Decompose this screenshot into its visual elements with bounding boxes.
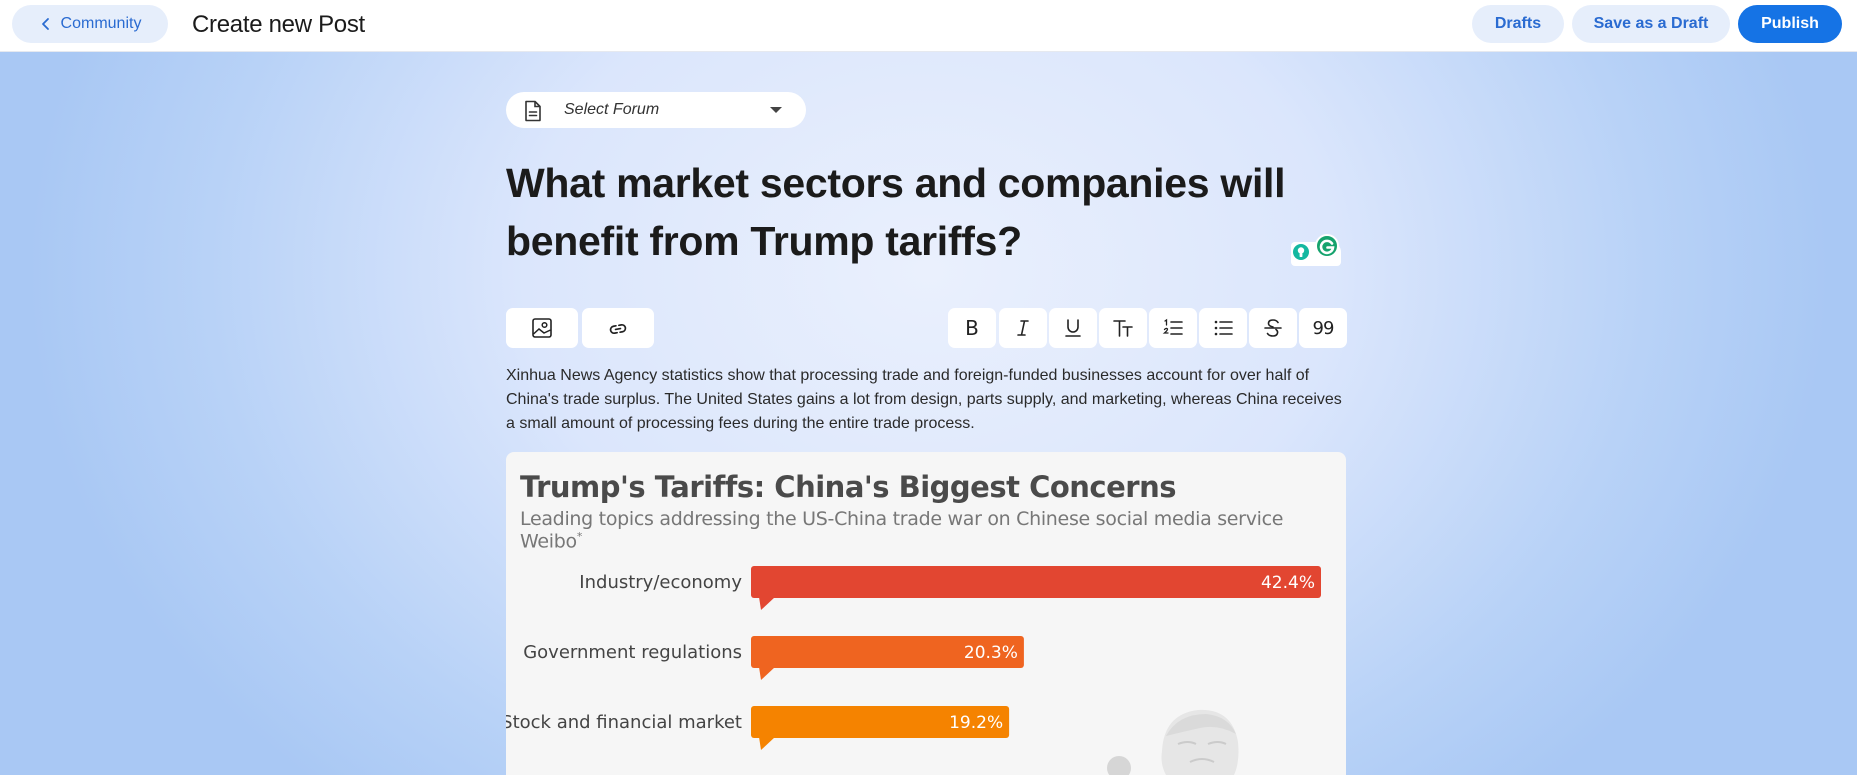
drafts-button[interactable]: Drafts [1472,5,1564,43]
ordered-list-button[interactable] [1149,308,1197,348]
chart-bar [751,636,1024,668]
chart-subtitle-footnote-mark: * [576,530,583,543]
bold-button[interactable]: B [948,308,996,348]
chart-value-label: 19.2% [949,713,1003,733]
chart-category-label: Stock and financial market [506,712,742,733]
chart-subtitle: Leading topics addressing the US-China t… [520,508,1346,552]
top-bar: Community Create new Post Drafts Save as… [0,0,1857,52]
chart-bar-tail [759,737,775,750]
chart-bar [751,706,1010,738]
text-size-icon [1113,320,1133,337]
bold-icon: B [965,316,979,340]
underline-icon [1065,319,1081,337]
caret-down-icon [770,107,782,113]
chart-category-label: Government regulations [523,642,742,663]
insert-link-button[interactable] [582,308,654,348]
publish-button[interactable]: Publish [1738,5,1842,43]
bullet-list-button[interactable] [1199,308,1247,348]
page-title: Create new Post [192,11,365,38]
post-title-line-2: benefit from Trump tariffs? [506,218,1022,264]
underline-button[interactable] [1049,308,1097,348]
chart-image: Trump's Tariffs: China's Biggest Concern… [506,452,1346,775]
trump-portrait-illustration [1107,709,1239,775]
chart-value-label: 20.3% [964,643,1018,663]
chart-subtitle-text: Leading topics addressing the US-China t… [520,508,1284,553]
chart-title: Trump's Tariffs: China's Biggest Concern… [520,470,1177,504]
strikethrough-button[interactable] [1249,308,1297,348]
back-to-community-button[interactable]: Community [12,5,168,43]
chart-bars: Industry/economy 42.4% Government regulati… [506,566,1321,775]
italic-button[interactable] [999,308,1047,348]
ordered-list-icon [1162,318,1183,335]
chart-bar-tail [759,667,775,680]
link-icon [609,324,627,334]
quote-button[interactable]: 99 [1299,308,1347,348]
grammarly-icon[interactable] [1287,234,1343,266]
forum-select[interactable]: Select Forum [506,92,806,128]
post-title-field[interactable]: What market sectors and companies will b… [506,154,1306,270]
image-icon [532,318,552,338]
insert-image-button[interactable] [506,308,578,348]
chevron-left-icon [41,18,49,30]
post-body-text[interactable]: Xinhua News Agency statistics show that … [506,367,1342,432]
bullet-list-icon [1214,320,1233,336]
chart-bar [751,566,1321,598]
post-title-line-1: What market sectors and companies will [506,160,1286,206]
italic-icon [1017,320,1029,336]
document-icon [525,100,541,122]
chart-category-label: Industry/economy [579,572,742,593]
back-button-label: Community [60,15,142,32]
quote-icon: 99 [1312,317,1335,339]
save-as-draft-button[interactable]: Save as a Draft [1572,5,1730,43]
forum-select-placeholder: Select Forum [564,101,660,118]
strikethrough-icon [1264,319,1282,337]
text-size-button[interactable] [1099,308,1147,348]
chart-value-label: 42.4% [1261,573,1315,593]
chart-bar-tail [759,597,775,610]
